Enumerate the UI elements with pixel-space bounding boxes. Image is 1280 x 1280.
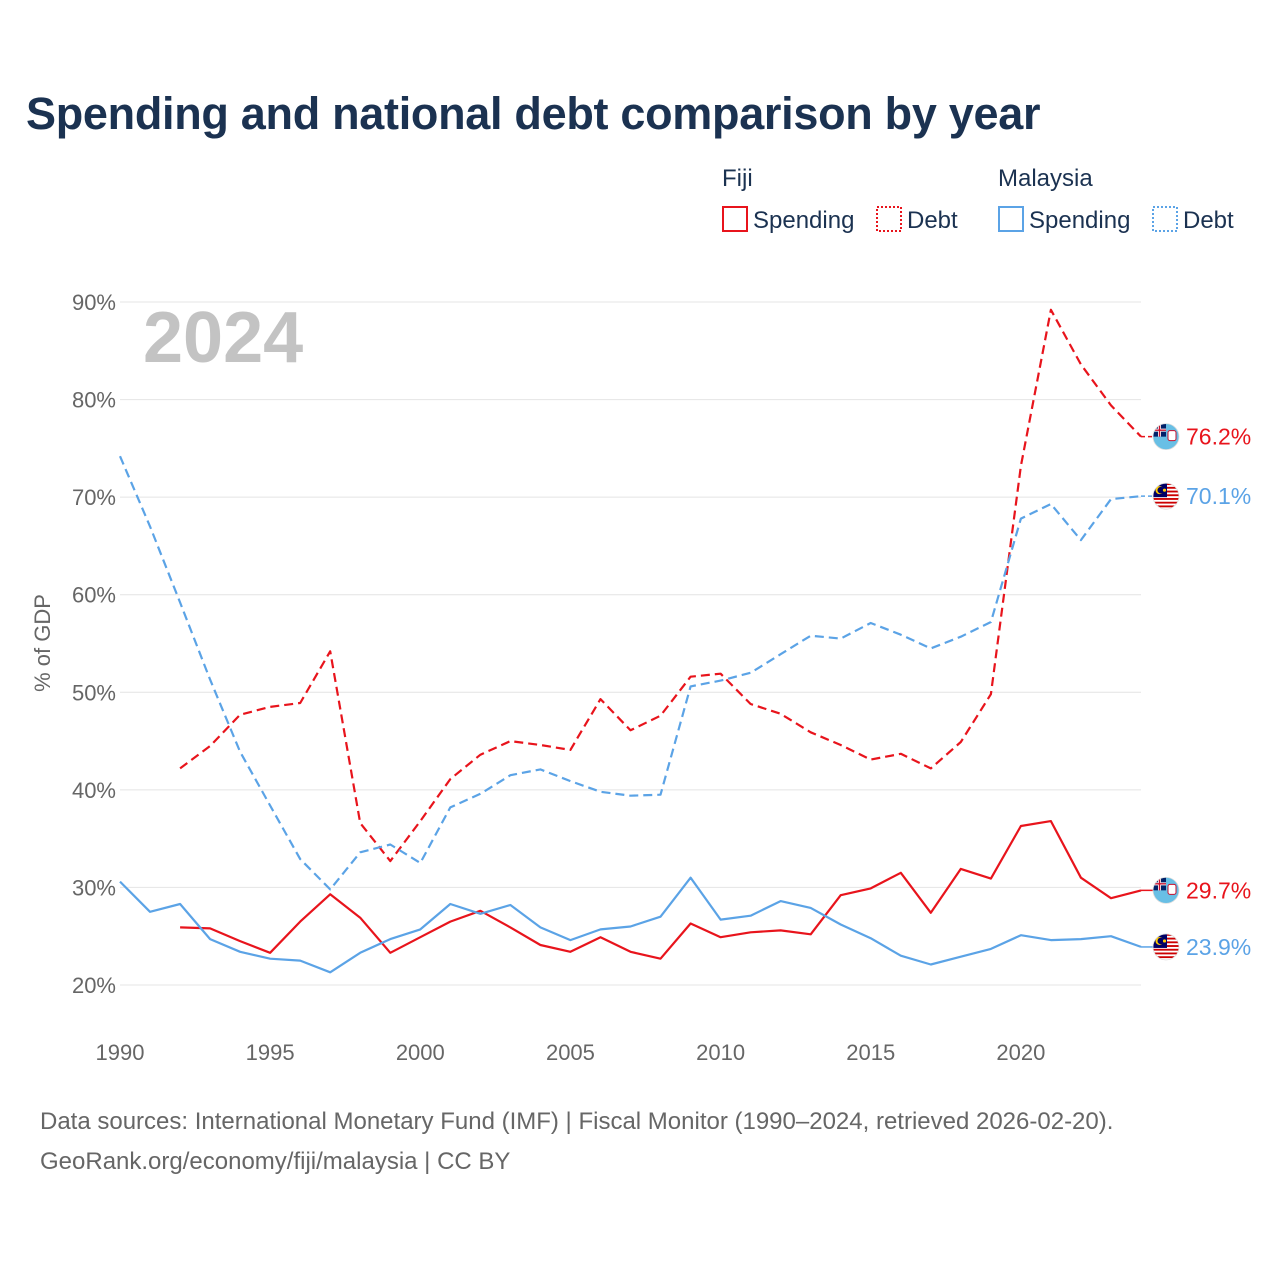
end-labels: 29.7% 76.2% 23.9% 70.1% bbox=[1141, 423, 1251, 961]
legend-item-label[interactable]: Debt bbox=[907, 207, 958, 234]
legend-swatch[interactable] bbox=[722, 206, 748, 232]
source-line[interactable]: GeoRank.org/economy/fiji/malaysia | CC B… bbox=[40, 1148, 511, 1175]
x-tick-label: 2005 bbox=[546, 1040, 595, 1065]
fiji-flag-icon bbox=[1152, 423, 1180, 451]
year-watermark: 2024 bbox=[143, 298, 303, 378]
end-value-label: 70.1% bbox=[1186, 483, 1251, 509]
legend-group-title: Fiji bbox=[722, 165, 753, 192]
end-value-label: 76.2% bbox=[1186, 424, 1251, 450]
y-tick-label: 20% bbox=[72, 973, 116, 998]
y-tick-label: 50% bbox=[72, 680, 116, 705]
x-tick-label: 2015 bbox=[846, 1040, 895, 1065]
legend-swatch[interactable] bbox=[1152, 206, 1178, 232]
grid bbox=[120, 301, 1141, 986]
y-axis: 20% 30% 40% 50% 60% 70% 80% 90% bbox=[72, 290, 116, 998]
x-tick-label: 2020 bbox=[996, 1040, 1045, 1065]
chart-title: Spending and national debt comparison by… bbox=[26, 88, 1041, 139]
series-line-malaysia-spending bbox=[119, 876, 1142, 974]
series-line-malaysia-debt bbox=[118, 455, 1142, 891]
x-tick-label: 2000 bbox=[396, 1040, 445, 1065]
series-line-fiji-debt bbox=[179, 308, 1142, 863]
x-axis: 1990 1995 2000 2005 2010 2015 2020 bbox=[96, 1040, 1046, 1065]
legend-item-label[interactable]: Spending bbox=[753, 207, 854, 234]
series-line-fiji-spending bbox=[180, 820, 1142, 960]
y-tick-label: 40% bbox=[72, 778, 116, 803]
source-line: Data sources: International Monetary Fun… bbox=[40, 1108, 1114, 1135]
series bbox=[118, 308, 1142, 974]
legend-item-label[interactable]: Spending bbox=[1029, 207, 1130, 234]
x-tick-label: 1995 bbox=[246, 1040, 295, 1065]
legend-item-label[interactable]: Debt bbox=[1183, 207, 1234, 234]
y-tick-label: 30% bbox=[72, 875, 116, 900]
malaysia-flag-icon bbox=[1152, 933, 1180, 961]
x-tick-label: 2010 bbox=[696, 1040, 745, 1065]
y-tick-label: 90% bbox=[72, 290, 116, 315]
y-tick-label: 70% bbox=[72, 485, 116, 510]
end-value-label: 29.7% bbox=[1186, 877, 1251, 903]
y-tick-label: 60% bbox=[72, 583, 116, 608]
x-tick-label: 1990 bbox=[96, 1040, 145, 1065]
y-axis-label: % of GDP bbox=[30, 594, 55, 692]
malaysia-flag-icon bbox=[1152, 482, 1180, 510]
legend-swatch[interactable] bbox=[876, 206, 902, 232]
fiji-flag-icon bbox=[1152, 876, 1180, 904]
end-value-label: 23.9% bbox=[1186, 934, 1251, 960]
legend-group-title: Malaysia bbox=[998, 165, 1093, 192]
y-tick-label: 80% bbox=[72, 388, 116, 413]
legend-swatch[interactable] bbox=[998, 206, 1024, 232]
